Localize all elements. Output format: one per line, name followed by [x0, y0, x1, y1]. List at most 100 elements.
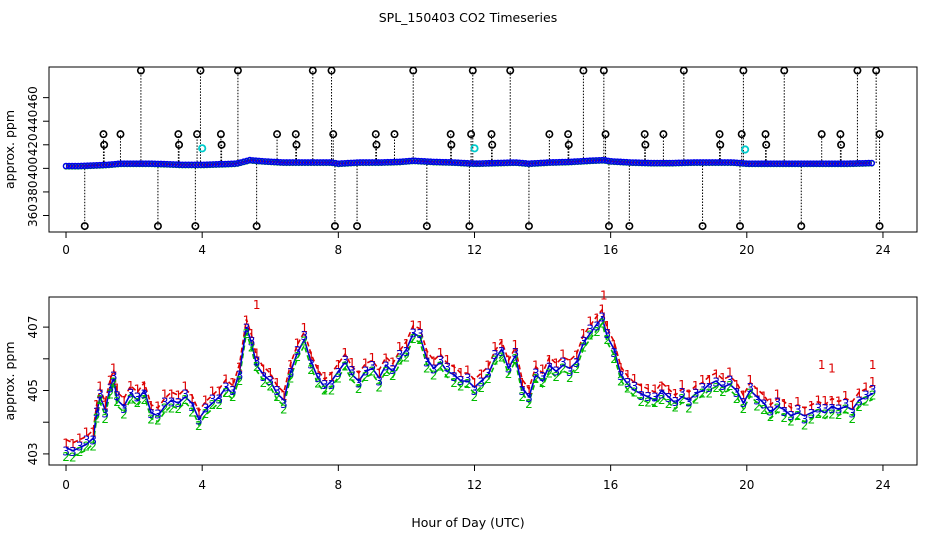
cal-spike-marker: [273, 130, 282, 139]
top-plot-frame: [48, 66, 918, 233]
top-blue-point: [552, 158, 560, 166]
series-marker-1: 1: [532, 358, 540, 372]
cal-spike-marker: [640, 130, 649, 139]
series-marker-3: 3: [300, 329, 308, 343]
series-marker-2: 2: [273, 390, 281, 404]
top-blue-point: [366, 159, 373, 166]
top-blue-point: [574, 158, 581, 165]
top-blue-point: [362, 159, 370, 166]
series-marker-1: 1: [127, 379, 135, 393]
top-blue-point: [163, 160, 171, 168]
series-marker-1: 1: [341, 346, 349, 360]
series-marker-3: 3: [828, 402, 836, 416]
series-marker-1: 1: [266, 366, 274, 380]
series-marker-2: 2: [362, 370, 370, 384]
series-marker-2: 2: [512, 352, 520, 366]
series-marker-3: 3: [93, 406, 101, 420]
top-blue-point: [338, 160, 346, 167]
series-marker-3: 3: [678, 386, 686, 400]
top-blue-point: [482, 160, 490, 167]
series-marker-1: 1: [780, 397, 788, 411]
series-marker-3: 3: [362, 364, 370, 378]
series-marker-2: 2: [719, 385, 727, 399]
series-marker-3: 3: [215, 392, 223, 406]
top-blue-point: [323, 159, 330, 166]
top-blue-point: [310, 159, 318, 166]
top-blue-point: [68, 162, 76, 170]
top-blue-point: [525, 160, 532, 167]
series-marker-3: 3: [573, 356, 581, 370]
series-marker-1: 1: [658, 379, 666, 393]
series-marker-2: 2: [294, 350, 302, 364]
top-x-tick-label: 0: [62, 243, 70, 257]
series-marker-1: 1: [753, 386, 761, 400]
cal-spike-marker: [875, 222, 884, 231]
top-blue-point: [185, 161, 192, 169]
top-y-tick-label: 380: [26, 180, 40, 203]
series-marker-2: 2: [477, 381, 485, 395]
top-blue-point: [169, 161, 177, 168]
top-blue-point: [369, 159, 376, 166]
series-line-2: [65, 321, 874, 458]
series-marker-3: 3: [726, 373, 734, 387]
series-marker-1: 1: [477, 367, 485, 381]
series-marker-2: 2: [389, 369, 397, 383]
series-marker-3: 3: [260, 370, 268, 384]
series-marker-3: 3: [355, 377, 363, 391]
top-blue-point: [660, 159, 667, 167]
top-blue-point: [813, 160, 820, 167]
series-marker-1: 1: [672, 387, 680, 401]
top-blue-point: [693, 159, 701, 166]
bottom-x-tick-label: 24: [875, 478, 890, 492]
series-marker-3: 3: [525, 391, 533, 405]
series-marker-3: 3: [120, 402, 128, 416]
series-marker-3: 3: [637, 389, 645, 403]
cal-spike-marker: [308, 66, 317, 75]
top-blue-point: [252, 157, 260, 164]
top-blue-point: [335, 160, 342, 167]
series-marker-1: 1: [471, 376, 479, 390]
top-blue-point: [678, 159, 686, 167]
series-marker-1: 1: [719, 371, 727, 385]
top-blue-point: [785, 160, 793, 167]
series-marker-1: 1: [229, 376, 237, 390]
top-blue-point: [424, 158, 431, 165]
series-marker-3: 3: [706, 381, 714, 395]
series-marker-3: 3: [96, 387, 104, 401]
top-blue-point: [540, 159, 548, 167]
series-marker-3: 3: [83, 434, 91, 448]
cal-spike-marker: [353, 222, 362, 231]
series-marker-3: 3: [369, 359, 377, 373]
series-marker-1: 1: [821, 394, 829, 408]
series-marker-2: 2: [382, 365, 390, 379]
top-blue-point: [755, 160, 762, 167]
series-marker-1: 1: [243, 313, 251, 327]
series-marker-2: 2: [69, 451, 77, 465]
series-marker-1: 1: [236, 360, 244, 374]
top-blue-point: [191, 161, 198, 169]
series-marker-2: 2: [416, 333, 424, 347]
top-x-tick-label: 12: [467, 243, 482, 257]
cal-spike-marker: [136, 66, 145, 75]
cal-spike-marker: [761, 130, 770, 139]
top-blue-point: [372, 159, 379, 166]
top-blue-point: [647, 159, 655, 167]
series-marker-2: 2: [637, 395, 645, 409]
series-marker-1: 1: [120, 394, 128, 408]
series-marker-1: 1: [101, 398, 109, 412]
top-blue-point: [280, 159, 287, 166]
cal-spike-marker: [371, 130, 380, 139]
top-blue-point: [583, 157, 591, 165]
top-blue-point: [378, 159, 385, 166]
series-marker-3: 3: [69, 445, 77, 459]
top-blue-point: [246, 156, 254, 164]
series-marker-2: 2: [828, 408, 836, 422]
series-marker-3: 3: [76, 439, 84, 453]
series-marker-3: 3: [699, 381, 707, 395]
cal-spike-marker: [330, 222, 339, 231]
series-marker-3: 3: [794, 403, 802, 417]
series-marker-1: 1: [573, 348, 581, 362]
series-marker-2: 2: [113, 395, 121, 409]
series-marker-3: 3: [127, 387, 135, 401]
top-blue-point: [479, 160, 486, 167]
